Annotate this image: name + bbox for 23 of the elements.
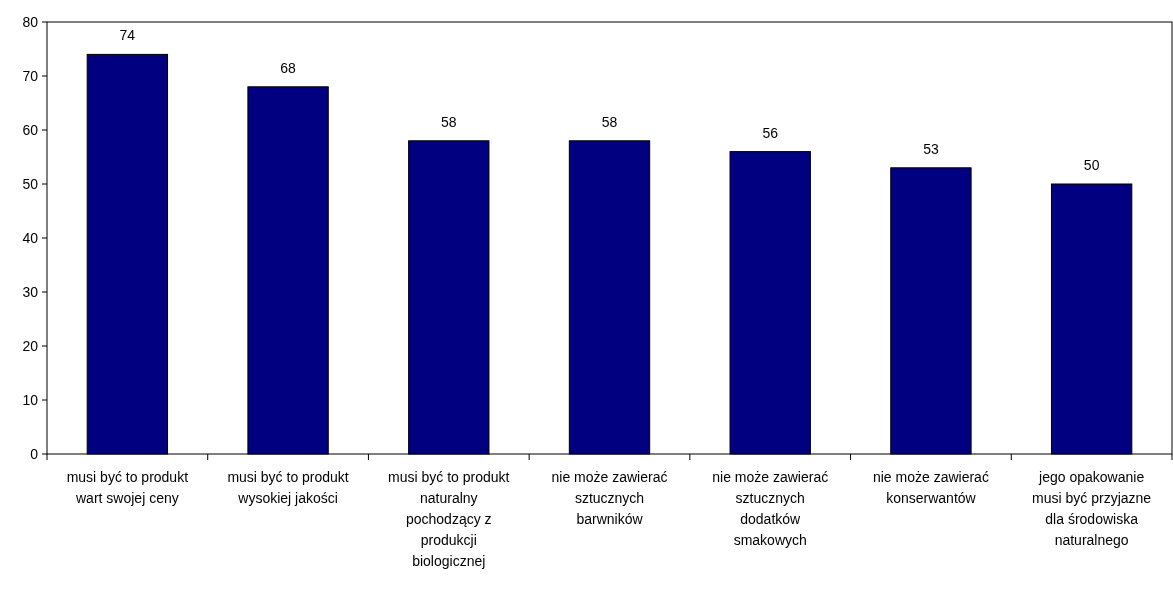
x-tick-label: musi być to produkt wysokiej jakości xyxy=(227,469,349,506)
data-label: 74 xyxy=(119,27,136,44)
y-tick-label: 30 xyxy=(22,283,39,300)
data-label: 53 xyxy=(923,140,939,157)
y-tick-label: 50 xyxy=(22,175,39,192)
data-label: 58 xyxy=(441,113,457,130)
y-tick-label: 80 xyxy=(22,13,39,30)
y-tick-label: 70 xyxy=(22,67,39,84)
y-tick-label: 10 xyxy=(22,391,39,408)
x-tick-label: nie może zawierać sztucznych barwników xyxy=(551,469,668,527)
x-tick-label: musi być to produkt naturalny pochodzący z produkcji biologicznej xyxy=(388,469,510,569)
data-label: 68 xyxy=(280,59,297,76)
y-tick-label: 60 xyxy=(22,121,39,138)
y-tick-label: 0 xyxy=(30,445,39,462)
data-label: 58 xyxy=(601,113,618,130)
x-tick-label: musi być to produkt wart swojej ceny xyxy=(66,469,189,506)
data-label: 56 xyxy=(762,124,779,141)
y-tick-label: 20 xyxy=(22,337,39,354)
x-tick-label: nie może zawierać konserwantów xyxy=(872,469,989,506)
y-tick-label: 40 xyxy=(22,229,39,246)
data-label: 50 xyxy=(1083,157,1100,173)
x-tick-label: jego opakowanie musi być przyjazne dla środowiska naturalnego xyxy=(1032,469,1152,548)
x-tick-label: nie może zawierać sztucznych dodatków smakowych xyxy=(712,469,829,548)
